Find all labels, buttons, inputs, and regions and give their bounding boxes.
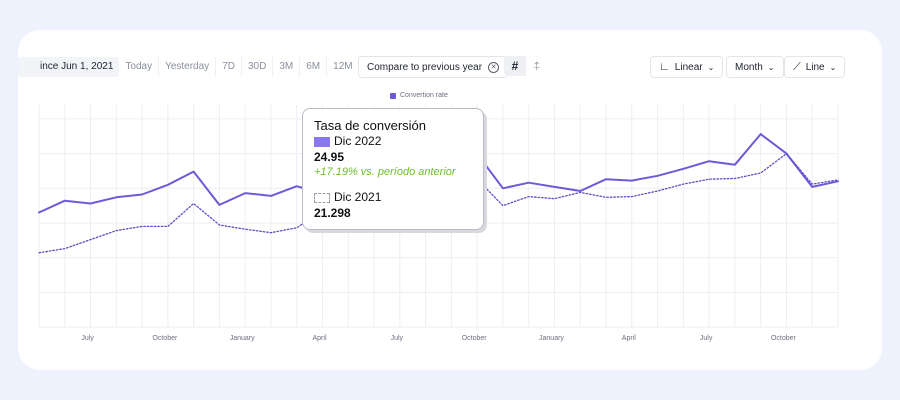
tooltip-current-row: Dic 2022 (314, 134, 472, 149)
x-tick-label: October (771, 335, 797, 342)
scale-label: Linear (674, 61, 703, 73)
x-tick-label: October (152, 335, 178, 342)
x-tick-label: July (700, 335, 713, 342)
tooltip-title: Tasa de conversión (314, 118, 427, 133)
chart-legend[interactable]: Convertion rate (390, 92, 448, 99)
tooltip-previous-label: Dic 2021 (334, 190, 382, 204)
tooltip-previous-row: Dic 2021 (314, 190, 472, 205)
previous-series-swatch (314, 192, 330, 203)
x-tick-label: April (622, 335, 636, 342)
interval-dropdown[interactable]: Month ⌄ (726, 56, 784, 78)
legend-label: Convertion rate (400, 92, 448, 99)
compare-label: Compare to previous year (367, 61, 483, 73)
range-button[interactable]: Yesterday (159, 57, 217, 77)
chevron-down-icon: ⌄ (829, 62, 837, 72)
date-range-selector: ince Jun 1, 2021 Today Yesterday 7D 30D 3M 6M 1… (18, 57, 359, 77)
x-tick-label: October (462, 335, 488, 342)
range-button[interactable]: 6M (300, 57, 328, 77)
chart-card: ince Jun 1, 2021 Today Yesterday 7D 30D 3M 6M 1… (18, 30, 882, 370)
grid-icon[interactable]: # (504, 56, 526, 76)
current-series-swatch (314, 136, 330, 147)
chart-toolbar: ince Jun 1, 2021 Today Yesterday 7D 30D 3M 6M 1… (18, 54, 882, 80)
axis-icon: ∟ (659, 61, 670, 73)
range-button[interactable]: 7D (216, 57, 242, 77)
x-tick-label: January (539, 335, 564, 342)
scale-dropdown[interactable]: ∟ Linear ⌄ (650, 56, 724, 78)
chart-tooltip: Tasa de conversión Dic 2022 24.95 +17.19… (302, 108, 484, 230)
legend-swatch (390, 92, 396, 99)
chart-type-label: Line (805, 61, 825, 73)
tooltip-previous-value: 21.298 (314, 206, 351, 220)
range-button[interactable]: ince Jun 1, 2021 (18, 57, 120, 77)
line-chart[interactable]: July October January April July October Januar… (18, 30, 882, 370)
x-tick-label: July (391, 335, 404, 342)
x-tick-label: April (313, 335, 327, 342)
x-tick-label: July (81, 335, 94, 342)
close-circle-icon[interactable]: ✕ (488, 61, 500, 73)
tooltip-current-value: 24.95 (314, 150, 345, 164)
annotation-icon[interactable]: ⍏ (533, 58, 541, 73)
range-button[interactable]: 30D (242, 57, 274, 77)
x-tick-label: January (230, 335, 255, 342)
range-button[interactable]: Today (119, 57, 160, 77)
chart-type-dropdown[interactable]: ⟋ Line ⌄ (784, 56, 846, 78)
interval-label: Month (735, 61, 763, 73)
tooltip-current-label: Dic 2022 (334, 134, 382, 148)
chevron-down-icon: ⌄ (707, 62, 715, 72)
compare-previous-year-button[interactable]: Compare to previous year ✕ (358, 56, 509, 78)
range-button[interactable]: 12M (333, 61, 353, 72)
line-chart-icon: ⟋ (793, 60, 801, 73)
tooltip-delta: +17.19% vs. período anterior (314, 166, 456, 178)
chevron-down-icon: ⌄ (767, 62, 775, 72)
display-toggle-group: # ⍏ (504, 56, 548, 76)
range-button[interactable]: 3M (273, 57, 301, 77)
